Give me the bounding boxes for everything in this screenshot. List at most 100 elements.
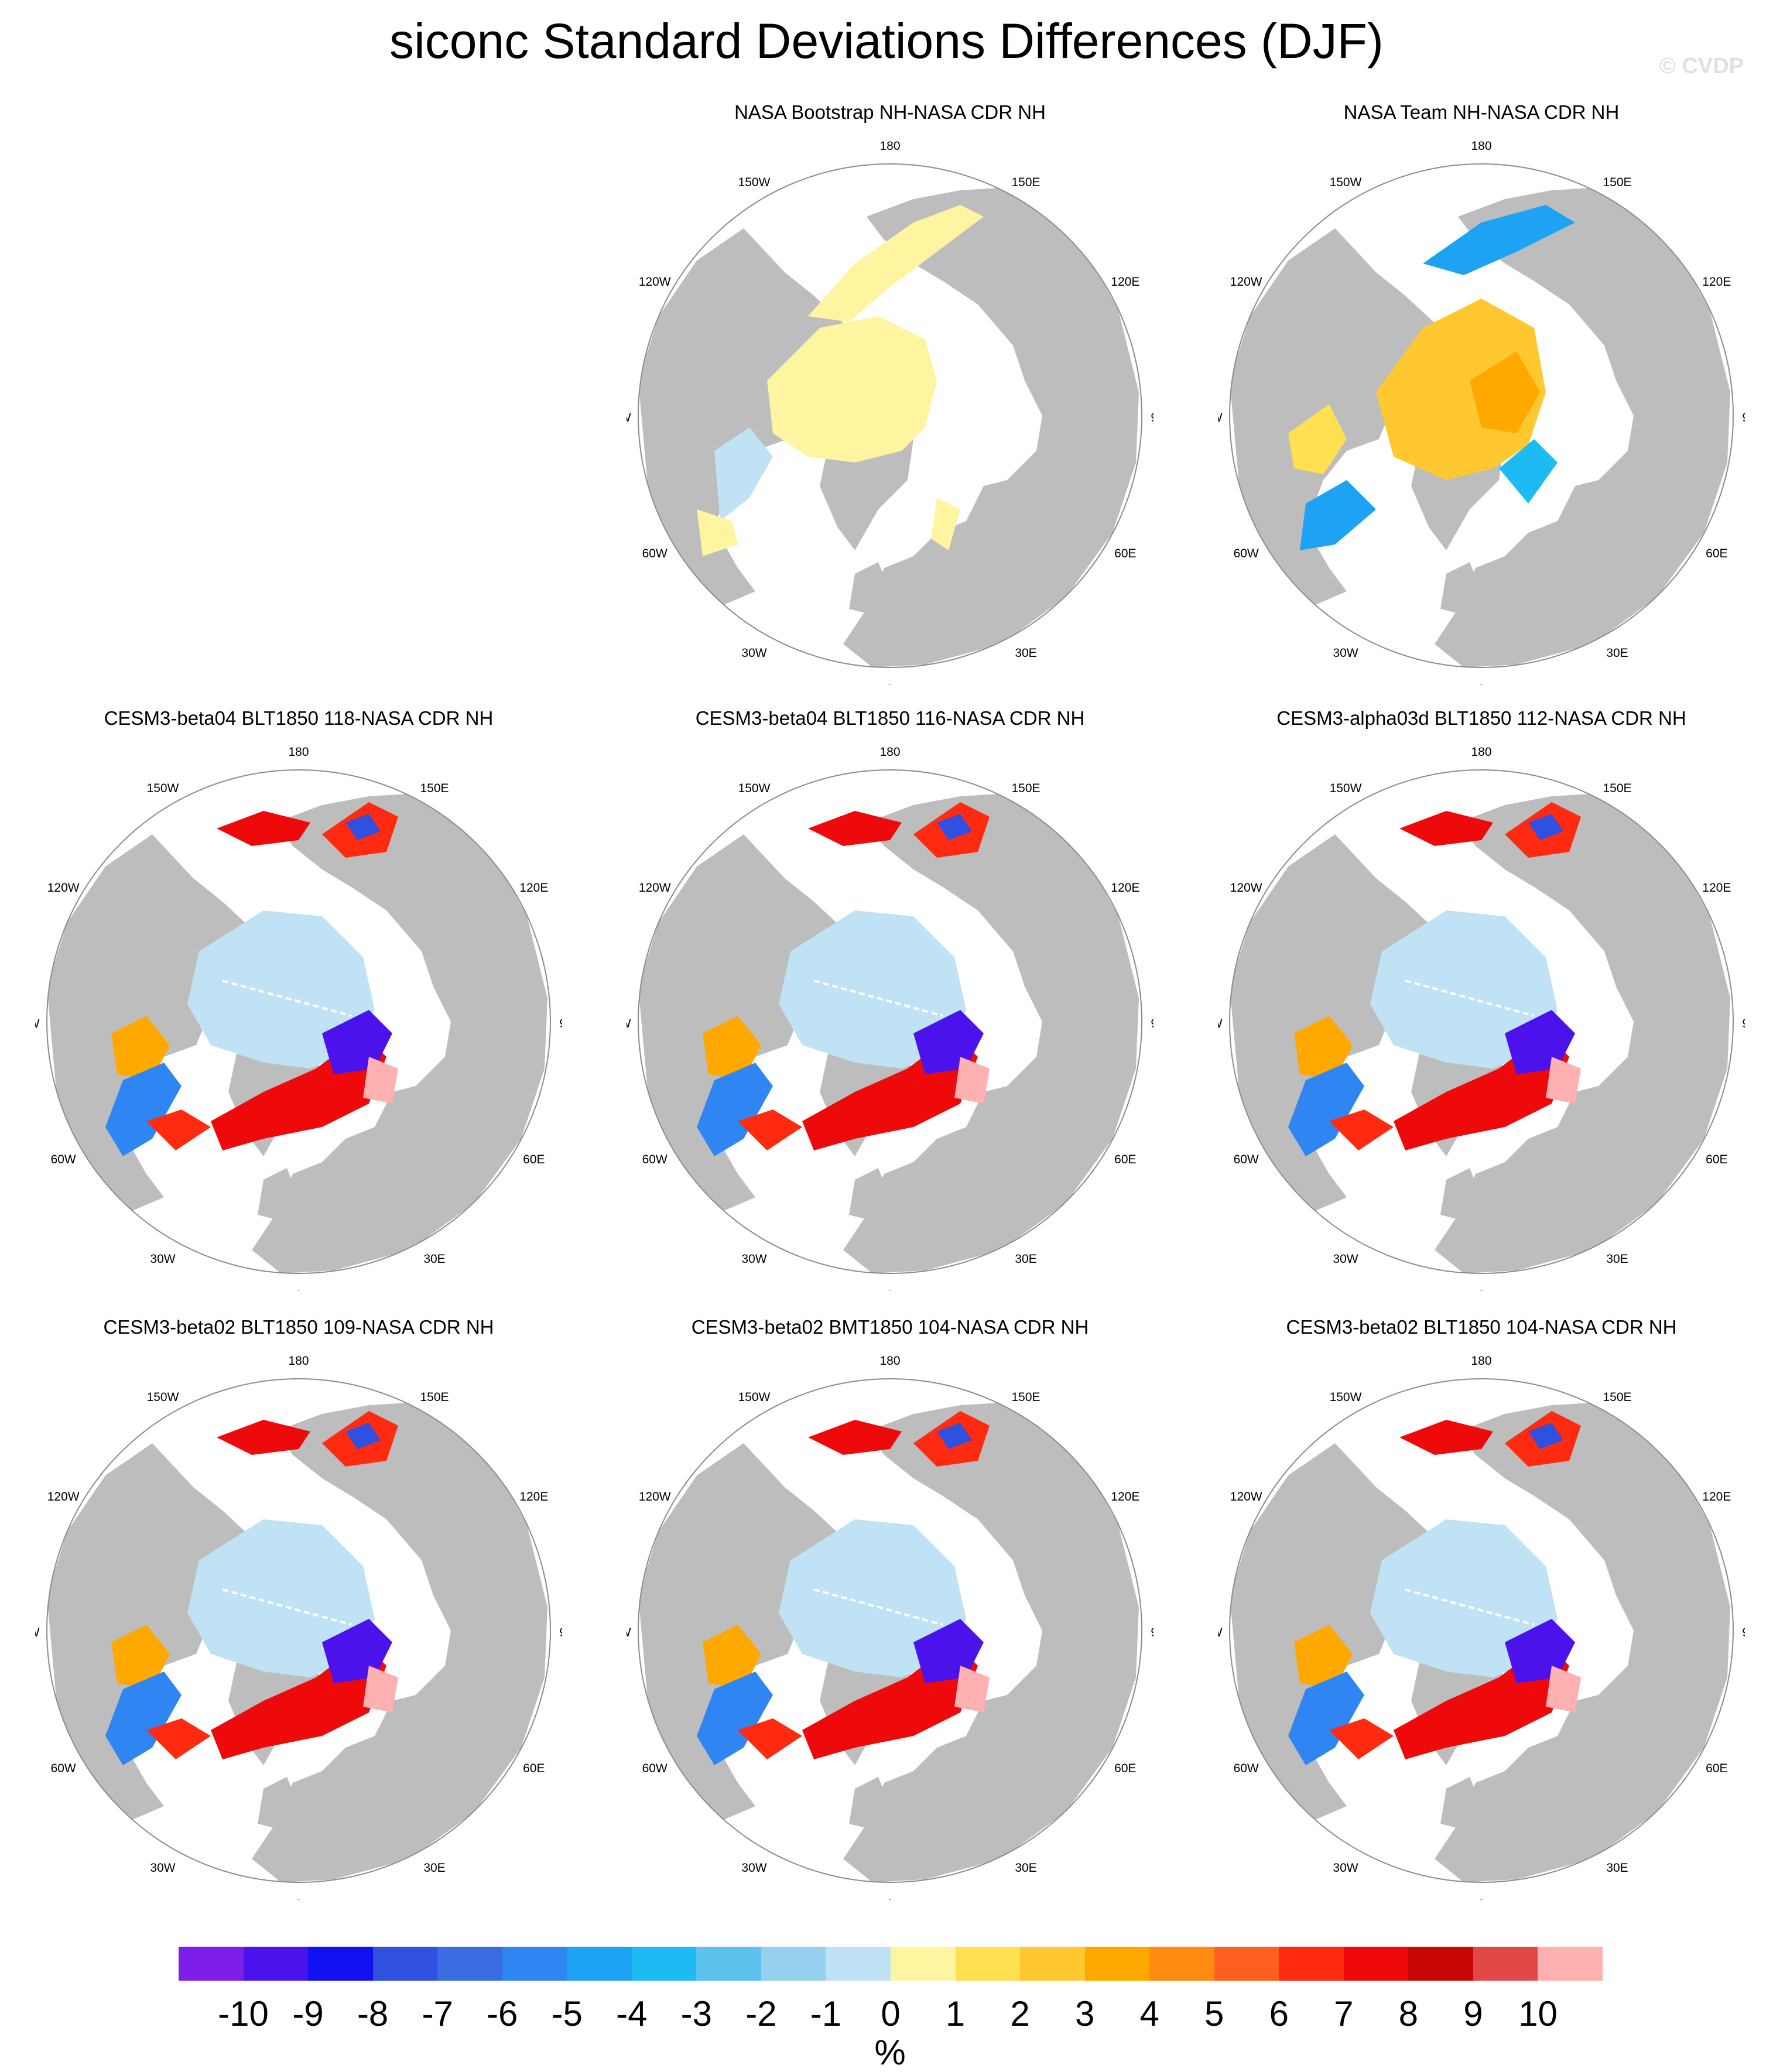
arctic-island-land [755, 316, 782, 340]
eurasia-land [252, 1402, 547, 1882]
map-content [1230, 793, 1730, 1273]
colorbar-segment [631, 1947, 697, 1981]
longitude-label: 150E [1603, 1391, 1631, 1404]
iceland-land [849, 1777, 890, 1830]
arctic-island-land [755, 1531, 782, 1554]
colorbar-segment [179, 1947, 244, 1981]
colorbar-segment [1279, 1947, 1344, 1981]
figure-title: siconc Standard Deviations Differences (… [389, 13, 1384, 69]
longitude-label: 150W [147, 1391, 179, 1404]
longitude-label: 150W [738, 782, 771, 795]
north-america-land [47, 834, 263, 1215]
longitude-label: 90W [1218, 411, 1223, 424]
longitude-label: 150W [1330, 782, 1362, 795]
colorbar-tick-label: -5 [551, 1994, 583, 2033]
map-content [47, 1402, 547, 1882]
longitude-label: 0 [886, 1289, 894, 1291]
longitude-label: 30E [1015, 1252, 1036, 1266]
colorbar-tick-label: 0 [881, 1994, 901, 2033]
pole-hole-line [813, 980, 943, 1017]
pacific-sector-anomaly [808, 205, 984, 322]
colorbar-tick-label: -8 [357, 1994, 389, 2033]
north-america-land [638, 1443, 855, 1824]
panel-title: NASA Bootstrap NH-NASA CDR NH [734, 101, 1046, 123]
arctic-island-land [1347, 316, 1373, 340]
colorbar-segment [1020, 1947, 1086, 1981]
colorbar-tick-label: 6 [1269, 1994, 1289, 2033]
watermark: © CVDP [1659, 54, 1744, 78]
polar-stereographic-map: 180 150E 120E 90E 60E 30E 0 30W 60W 90W 120W 150W [35, 745, 562, 1291]
longitude-label: 90E [1151, 1017, 1154, 1030]
map-panel: NASA Team NH-NASA CDR NH 180 150E 120E 90E 60… [1218, 100, 1745, 685]
kara-sea-anomaly [1546, 1057, 1581, 1104]
labrador-edge-anomaly [146, 1718, 211, 1759]
longitude-label: 0 [1478, 1289, 1485, 1291]
colorbar-segment [1473, 1947, 1538, 1981]
map-panel: CESM3-alpha03d BLT1850 112-NASA CDR NH 18… [1218, 705, 1745, 1291]
pacific-sector-anomaly [1423, 205, 1575, 275]
labrador-edge-anomaly [146, 1109, 211, 1150]
longitude-label: 90W [627, 1017, 631, 1030]
panel-title: CESM3-alpha03d BLT1850 112-NASA CDR NH [1276, 707, 1686, 729]
longitude-label: 30E [1606, 1252, 1628, 1266]
longitude-label: 150E [420, 782, 449, 795]
longitude-label: 180 [288, 1354, 309, 1368]
longitude-label: 90E [559, 1017, 562, 1030]
kara-sea-anomaly [1546, 1666, 1581, 1713]
map-content [638, 1402, 1139, 1882]
longitude-label: 0 [1478, 1898, 1485, 1900]
longitude-label: 90W [1218, 1017, 1223, 1030]
longitude-label: 60E [523, 1153, 545, 1166]
pole-hole-line [1405, 1588, 1535, 1626]
longitude-label: 120W [47, 881, 80, 895]
colorbar-tick-label: -3 [680, 1994, 713, 2033]
map-border [46, 1378, 551, 1883]
longitude-label: 30E [1606, 646, 1628, 660]
bering-sea-anomaly [808, 811, 902, 846]
iceland-land [258, 1777, 299, 1830]
longitude-label: 180 [288, 745, 309, 759]
labrador-sea-anomaly [105, 1063, 182, 1156]
scandinavia-land [334, 1806, 375, 1853]
bering-sea-anomaly [1399, 811, 1493, 846]
polar-stereographic-map: 180 150E 120E 90E 60E 30E 0 30W 60W 90W 120W 150W [627, 745, 1154, 1291]
map-panel: CESM3-beta04 BLT1850 118-NASA CDR NH 180 1… [35, 705, 562, 1291]
kara-sea-anomaly [363, 1057, 398, 1104]
pole-hole-line [813, 1588, 943, 1626]
longitude-label: 60W [51, 1762, 76, 1775]
colorbar-segment [1408, 1947, 1474, 1981]
longitude-label: 30W [1333, 646, 1358, 660]
labrador-sea-anomaly [697, 1063, 773, 1156]
longitude-label: 30W [741, 1861, 766, 1875]
labrador-sea-anomaly [1288, 1672, 1364, 1765]
kara-sea-anomaly [954, 1666, 990, 1713]
longitude-label: 120E [519, 881, 548, 895]
iceland-land [1440, 1777, 1481, 1830]
polar-stereographic-map: 180 150E 120E 90E 60E 30E 0 30W 60W 90W 120W 150W [1218, 139, 1745, 685]
longitude-label: 30W [1333, 1252, 1358, 1266]
central-arctic-anomaly [779, 1519, 966, 1677]
colorbar-tick-label: 10 [1518, 1994, 1558, 2033]
colorbar-segment [1149, 1947, 1215, 1981]
bering-sea-anomaly [217, 811, 310, 846]
map-panel: CESM3-beta02 BLT1850 109-NASA CDR NH 180 1… [35, 1314, 562, 1900]
arctic-island-land [1364, 360, 1388, 381]
barents-sea-anomaly [931, 498, 960, 550]
longitude-label: 90W [35, 1017, 40, 1030]
labrador-edge-anomaly [738, 1718, 802, 1759]
colorbar-segment [696, 1947, 762, 1981]
north-america-land [1230, 228, 1446, 609]
longitude-label: 180 [1471, 139, 1491, 153]
labrador-edge-anomaly [1329, 1109, 1394, 1150]
colorbar-tick-label: 3 [1074, 1994, 1095, 2033]
longitude-label: 60E [1114, 1153, 1136, 1166]
longitude-label: 90E [1151, 1626, 1154, 1639]
colorbar [179, 1947, 1603, 1981]
longitude-label: 60E [523, 1762, 545, 1775]
colorbar-units: % [874, 2033, 906, 2072]
longitude-label: 150W [1330, 1391, 1362, 1404]
colorbar-segment [955, 1947, 1021, 1981]
labrador-sea-anomaly [697, 1672, 773, 1765]
longitude-label: 30W [741, 646, 766, 660]
kara-sea-anomaly [363, 1666, 398, 1713]
